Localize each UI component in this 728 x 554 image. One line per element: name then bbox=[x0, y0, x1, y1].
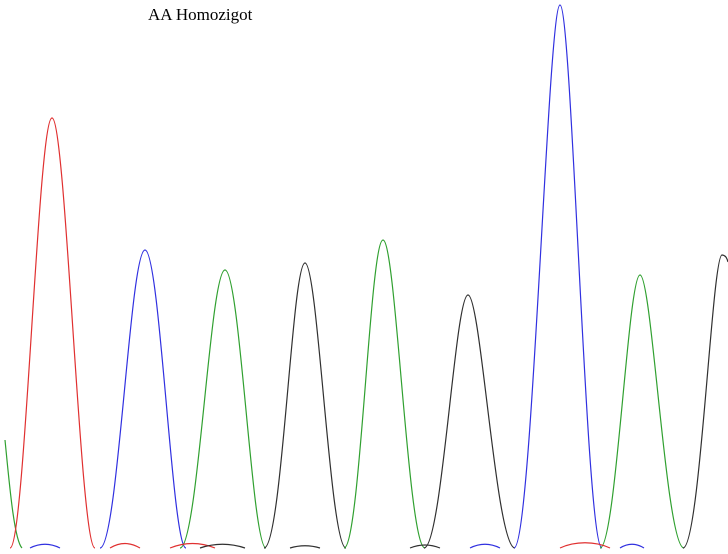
trace-black bbox=[683, 255, 728, 548]
trace-blue bbox=[514, 5, 602, 548]
trace-green bbox=[344, 240, 425, 548]
trace-blue bbox=[100, 250, 186, 548]
trace-green bbox=[180, 270, 266, 548]
traces bbox=[5, 5, 728, 548]
trace-blue-baseline bbox=[30, 544, 644, 548]
chromatogram: AA Homozigot bbox=[0, 0, 728, 554]
trace-black bbox=[424, 295, 515, 548]
trace-green bbox=[600, 275, 684, 548]
title: AA Homozigot bbox=[148, 5, 253, 24]
page: AA Homozigot (() => { const data = JSON.… bbox=[0, 0, 728, 554]
trace-black-baseline bbox=[200, 544, 440, 548]
trace-black bbox=[264, 263, 346, 548]
trace-red bbox=[10, 118, 95, 548]
